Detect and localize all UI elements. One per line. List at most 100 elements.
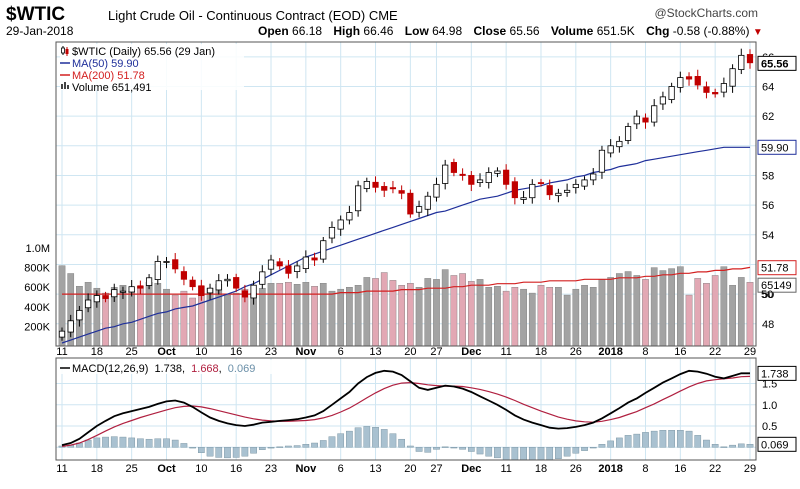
volume-bar	[502, 290, 510, 346]
candle-body	[555, 192, 562, 197]
macd-line	[61, 369, 750, 446]
volume-bar	[624, 271, 632, 346]
volume-bar	[137, 286, 144, 346]
candle-body	[494, 170, 501, 174]
candle-body	[285, 265, 292, 274]
histogram-bar	[520, 447, 527, 460]
x-tick-label: Dec	[461, 346, 481, 358]
macd-tag-box	[757, 436, 797, 452]
histogram-bar	[276, 446, 284, 448]
x-tick-label: Oct	[157, 463, 176, 475]
x-tick-label: 26	[570, 463, 582, 475]
candle-body	[119, 290, 127, 293]
volume-bar	[441, 269, 449, 346]
x-tick-label: 20	[404, 346, 416, 358]
x-tick-label: 11	[56, 463, 67, 475]
x-tick-label: 16	[674, 463, 686, 475]
candle-body	[433, 183, 440, 198]
histogram-bar	[232, 447, 240, 458]
price-panel-frame	[55, 41, 757, 347]
volume-bar	[485, 287, 493, 346]
legend-volume-icon	[61, 82, 69, 89]
histogram-bar	[459, 447, 466, 450]
x-tick-label: Nov	[295, 463, 317, 475]
volume-bar	[128, 290, 136, 346]
x-tick-label: Nov	[295, 346, 317, 358]
price-tag-box	[757, 139, 797, 155]
candle-body	[224, 278, 231, 282]
x-tick-label: 22	[709, 463, 721, 475]
candle-body	[598, 149, 606, 173]
volume-bar	[546, 287, 554, 346]
x-tick-label: 10	[195, 346, 207, 358]
ohlc-summary: Open 66.18 High 66.46 Low 64.98 Close 65…	[258, 24, 763, 38]
histogram-bar	[581, 447, 588, 451]
histogram-bar	[633, 433, 641, 448]
candle-body	[189, 279, 196, 288]
volume-bar	[703, 283, 710, 346]
price-tag-label: 59.90	[761, 142, 789, 154]
candle-body	[320, 240, 327, 260]
candle-body	[180, 271, 188, 280]
volume-bar	[711, 275, 719, 346]
candle-body	[259, 271, 266, 285]
candle-body	[450, 162, 457, 173]
volume-bar	[616, 273, 623, 346]
histogram-bar	[206, 447, 214, 457]
x-tick-label: 13	[369, 463, 381, 475]
legend-volume: Volume 651,491	[72, 82, 152, 94]
price-tag-box	[757, 277, 797, 293]
x-tick-label: 13	[369, 346, 381, 358]
candle-body	[712, 92, 719, 95]
candle-body	[442, 164, 449, 184]
candle-body	[137, 285, 144, 289]
candle-body	[590, 173, 597, 181]
volume-bar	[459, 273, 466, 346]
histogram-bar	[467, 447, 475, 452]
candle-body	[172, 259, 179, 270]
histogram-bar	[598, 444, 606, 448]
volume-bar	[433, 279, 440, 346]
symbol-title: $WTIC	[6, 4, 66, 25]
histogram-bar	[685, 430, 693, 448]
volume-bar	[694, 278, 702, 346]
volume-bar	[372, 278, 379, 346]
histogram-bar	[494, 447, 501, 459]
histogram-bar	[572, 447, 580, 454]
volume-bar	[84, 282, 92, 346]
volume-bar	[642, 279, 649, 346]
candle-body	[398, 190, 405, 194]
volume-bars	[58, 265, 754, 346]
x-axis-top: 11 18 25 Oct 10 16 23 Nov 6 13 20 27 Dec 11 18 26 2018 8 1…	[56, 346, 756, 358]
volume-bar	[650, 267, 658, 346]
x-tick-label: 11	[56, 346, 67, 358]
candle-body	[668, 86, 675, 100]
volume-bar	[598, 279, 606, 346]
histogram-bar	[441, 446, 449, 448]
candle-body	[111, 289, 118, 298]
histogram-bar	[563, 447, 571, 457]
price-legend: $WTIC (Daily) 65.56 (29 Jan) MA(50) 59.9…	[60, 44, 244, 94]
candle-body	[389, 187, 397, 190]
histogram-bar	[703, 439, 710, 448]
volume-bar	[737, 277, 745, 346]
candle-body	[459, 173, 466, 176]
histogram-bar	[163, 438, 170, 448]
security-name: Light Crude Oil - Continuous Contract (E…	[108, 8, 398, 23]
candle-body	[642, 117, 649, 123]
volume-bar	[354, 285, 362, 346]
price-tag-label: 65149	[761, 280, 792, 292]
volume-bar	[346, 287, 353, 346]
candle-body	[651, 105, 658, 123]
volume-bar	[258, 287, 266, 346]
x-tick-label: 23	[265, 463, 277, 475]
volume-bar	[572, 288, 580, 346]
x-tick-label: 11	[500, 463, 511, 475]
volume-bar	[729, 285, 736, 346]
candle-body	[572, 183, 579, 189]
candlesticks	[58, 48, 754, 341]
histogram-bar	[450, 447, 458, 449]
volume-bar	[58, 265, 66, 346]
volume-bar	[424, 278, 432, 346]
